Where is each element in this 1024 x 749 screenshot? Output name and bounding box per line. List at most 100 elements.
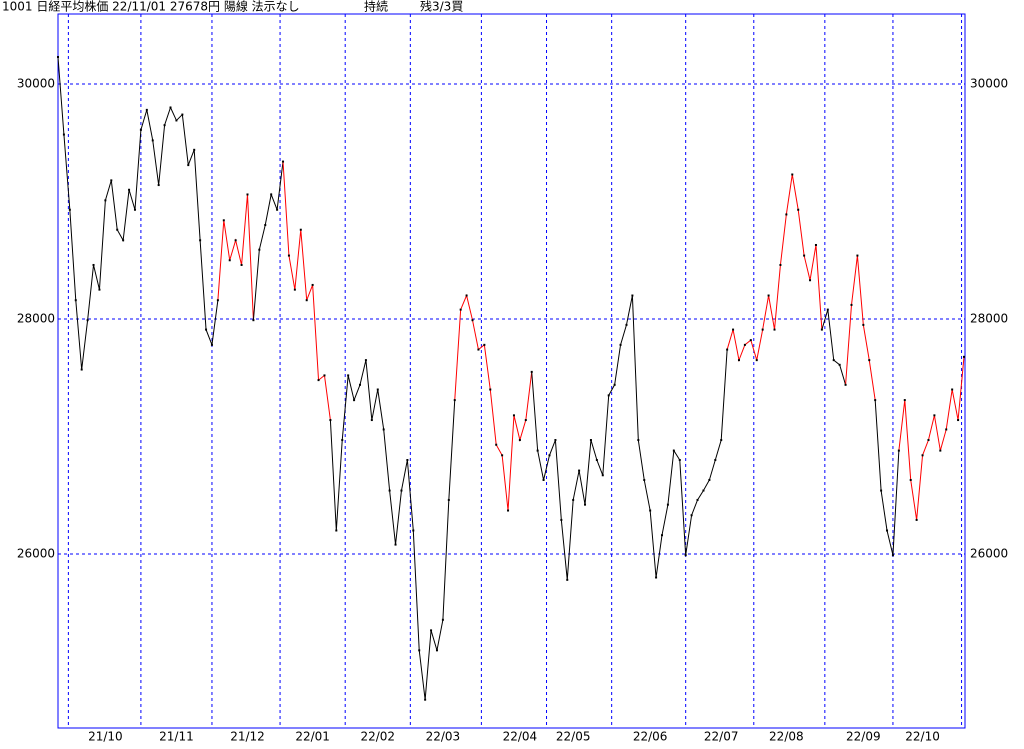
price-dot bbox=[110, 179, 113, 182]
price-dot bbox=[880, 489, 883, 492]
price-dot bbox=[80, 368, 83, 371]
x-tick-label: 21/12 bbox=[230, 730, 265, 744]
price-dot bbox=[578, 469, 581, 472]
price-dot bbox=[228, 259, 231, 262]
price-dot bbox=[655, 576, 658, 579]
price-dot bbox=[809, 279, 812, 282]
price-dot bbox=[276, 208, 279, 211]
price-dot bbox=[151, 139, 154, 142]
price-line bbox=[898, 356, 965, 520]
price-dot bbox=[353, 399, 356, 402]
price-dot bbox=[483, 343, 486, 346]
price-line bbox=[329, 360, 456, 700]
price-dot bbox=[584, 503, 587, 506]
price-dot bbox=[909, 478, 912, 481]
price-dot bbox=[714, 459, 717, 462]
price-dot bbox=[282, 160, 285, 163]
price-dot bbox=[536, 449, 539, 452]
price-dot bbox=[122, 239, 125, 242]
price-dot bbox=[193, 148, 196, 151]
price-dot bbox=[447, 498, 450, 501]
price-dot bbox=[826, 308, 829, 311]
x-tick-label: 22/07 bbox=[704, 730, 739, 744]
header-status: 持続 bbox=[364, 0, 388, 14]
price-dot bbox=[743, 343, 746, 346]
price-dot bbox=[507, 509, 510, 512]
price-dot bbox=[163, 124, 166, 127]
price-dot bbox=[927, 439, 930, 442]
y-tick-label-right: 26000 bbox=[970, 546, 1008, 560]
price-dot bbox=[530, 370, 533, 373]
price-dot bbox=[749, 339, 752, 342]
plot-frame bbox=[57, 13, 966, 729]
price-dot bbox=[607, 394, 610, 397]
price-dot bbox=[501, 454, 504, 457]
price-dot bbox=[68, 208, 71, 211]
price-dot bbox=[767, 294, 770, 297]
price-dot bbox=[560, 518, 563, 521]
price-dot bbox=[157, 184, 160, 187]
x-tick-label: 22/01 bbox=[295, 730, 330, 744]
price-dot bbox=[690, 514, 693, 517]
price-dot bbox=[702, 489, 705, 492]
price-dot bbox=[92, 263, 95, 266]
price-dot bbox=[619, 343, 622, 346]
price-dot bbox=[791, 173, 794, 176]
price-dot bbox=[897, 449, 900, 452]
price-dot bbox=[666, 503, 669, 506]
price-dot bbox=[548, 454, 551, 457]
price-dot bbox=[779, 263, 782, 266]
y-tick-label-right: 30000 bbox=[970, 77, 1008, 91]
price-dot bbox=[252, 319, 255, 322]
price-dot bbox=[234, 239, 237, 242]
price-dot bbox=[335, 529, 338, 532]
price-dot bbox=[471, 319, 474, 322]
price-dot bbox=[453, 399, 456, 402]
price-dot bbox=[175, 119, 178, 122]
price-dot bbox=[512, 414, 515, 417]
price-dot bbox=[400, 489, 403, 492]
price-dot bbox=[589, 439, 592, 442]
price-dot bbox=[566, 578, 569, 581]
price-dot bbox=[187, 164, 190, 167]
price-dot bbox=[903, 399, 906, 402]
price-dot bbox=[542, 478, 545, 481]
price-dot bbox=[814, 243, 817, 246]
price-dot bbox=[915, 518, 918, 521]
x-tick-label: 21/10 bbox=[88, 730, 123, 744]
price-dot bbox=[945, 428, 948, 431]
price-dot bbox=[258, 248, 261, 251]
price-dot bbox=[720, 439, 723, 442]
price-dot bbox=[359, 383, 361, 386]
price-dot bbox=[181, 113, 184, 116]
price-dot bbox=[803, 254, 806, 257]
price-dot bbox=[708, 478, 711, 481]
price-dot bbox=[874, 399, 877, 402]
price-dot bbox=[643, 478, 646, 481]
price-line bbox=[531, 295, 728, 580]
y-tick-label: 26000 bbox=[17, 546, 55, 560]
y-tick-label: 28000 bbox=[17, 312, 55, 326]
price-dot bbox=[465, 294, 468, 297]
price-dot bbox=[430, 629, 433, 632]
price-dot bbox=[820, 328, 823, 331]
price-dot bbox=[388, 489, 391, 492]
price-dot bbox=[631, 294, 634, 297]
price-dot bbox=[133, 208, 136, 211]
x-tick-label: 21/11 bbox=[159, 730, 194, 744]
price-dot bbox=[495, 443, 498, 446]
header-title: 1001 日経平均株価 22/11/01 27678円 陽線 法示なし bbox=[2, 0, 300, 14]
y-tick-label: 30000 bbox=[17, 77, 55, 91]
price-dot bbox=[329, 419, 332, 422]
x-tick-label: 22/04 bbox=[503, 730, 538, 744]
price-dot bbox=[921, 454, 924, 457]
price-dot bbox=[270, 193, 273, 196]
price-dot bbox=[216, 299, 219, 302]
price-dot bbox=[868, 359, 871, 362]
x-tick-label: 22/08 bbox=[769, 730, 804, 744]
price-dot bbox=[649, 509, 652, 512]
price-dot bbox=[370, 419, 373, 422]
price-dot bbox=[305, 299, 308, 302]
